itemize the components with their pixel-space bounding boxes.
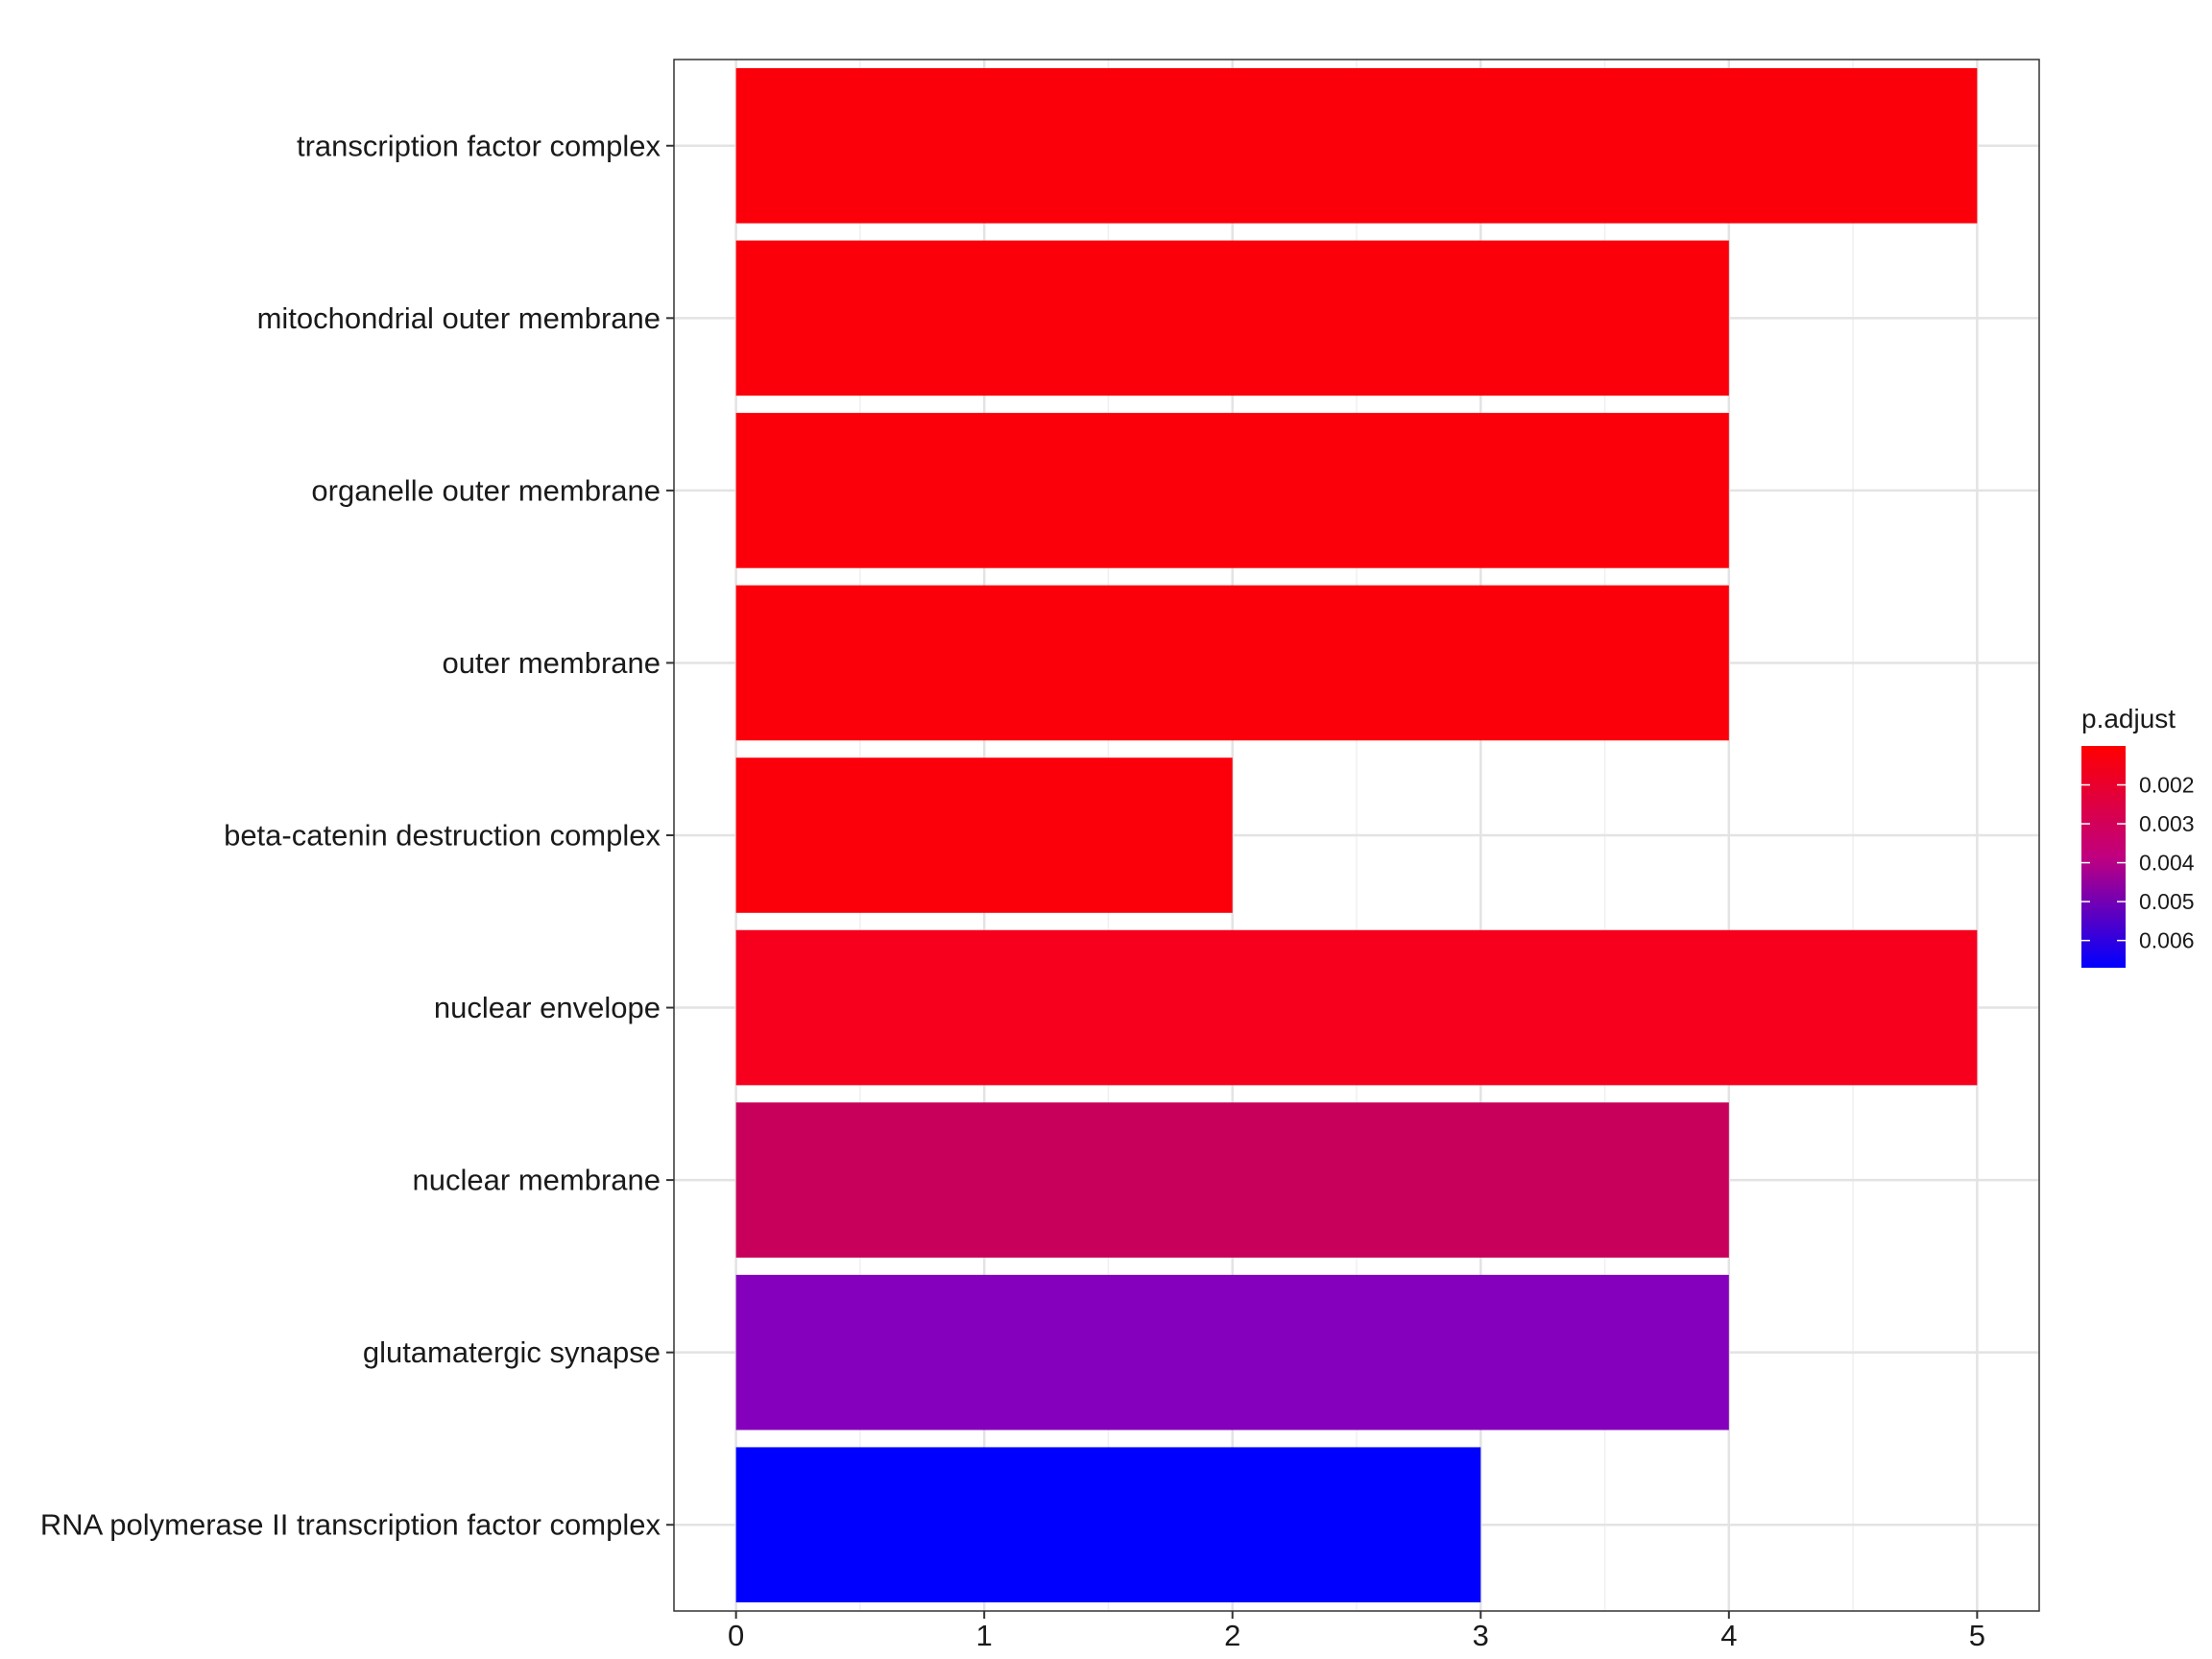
y-tick-label: mitochondrial outer membrane: [257, 301, 661, 335]
x-axis: 0 1 2 3 4 5: [728, 1611, 1985, 1652]
bar: [735, 1274, 1729, 1431]
bar: [735, 585, 1729, 741]
bar: [735, 1102, 1729, 1258]
bar: [735, 67, 1978, 224]
y-tick-label: beta-catenin destruction complex: [224, 819, 661, 853]
y-tick-label: organelle outer membrane: [311, 473, 661, 507]
x-tick-label: 1: [976, 1619, 993, 1652]
legend-title: p.adjust: [2081, 704, 2176, 733]
x-tick-label: 4: [1720, 1619, 1737, 1652]
bar: [735, 413, 1729, 568]
legend-colorbar: [2081, 746, 2126, 968]
y-tick-label: RNA polymerase II transcription factor c…: [40, 1508, 661, 1542]
x-tick-label: 0: [728, 1619, 744, 1652]
y-tick-label: transcription factor complex: [297, 129, 661, 162]
bars: [735, 67, 1978, 1603]
bar: [735, 929, 1978, 1086]
legend-tick-label: 0.004: [2139, 851, 2195, 876]
x-tick-label: 5: [1969, 1619, 1985, 1652]
bar: [735, 757, 1233, 913]
legend-tick-label: 0.006: [2139, 928, 2195, 953]
y-tick-label: nuclear envelope: [434, 991, 661, 1024]
legend-tick-label: 0.003: [2139, 811, 2195, 836]
y-tick-label: glutamatergic synapse: [363, 1335, 661, 1369]
legend-tick-label: 0.005: [2139, 889, 2195, 914]
x-tick-label: 2: [1224, 1619, 1240, 1652]
y-axis: transcription factor complex mitochondria…: [40, 129, 674, 1542]
legend-ticks: 0.002 0.003 0.004 0.005 0.006: [2081, 773, 2195, 953]
color-legend: p.adjust 0.002 0.003 0.004 0.005 0.006: [2081, 704, 2195, 968]
x-tick-label: 3: [1473, 1619, 1489, 1652]
y-tick-label: nuclear membrane: [413, 1164, 661, 1197]
bar: [735, 240, 1729, 397]
bar: [735, 1447, 1481, 1603]
legend-tick-label: 0.002: [2139, 773, 2195, 798]
y-tick-label: outer membrane: [443, 646, 661, 680]
